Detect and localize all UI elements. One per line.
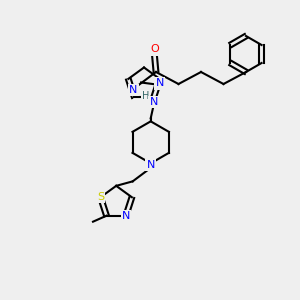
Text: H: H — [142, 91, 149, 101]
Text: N: N — [149, 97, 158, 107]
Text: N: N — [129, 85, 138, 95]
Text: N: N — [122, 211, 130, 221]
Text: S: S — [97, 192, 104, 202]
Text: N: N — [146, 160, 155, 170]
Text: O: O — [150, 44, 159, 55]
Text: N: N — [155, 78, 164, 88]
